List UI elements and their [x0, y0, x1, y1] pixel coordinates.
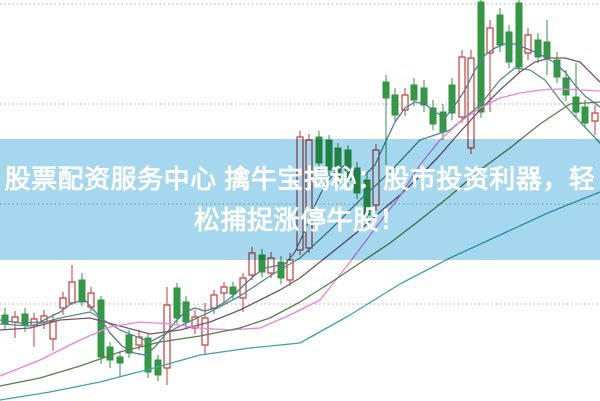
candle-down: [229, 286, 237, 295]
candle-down: [391, 94, 399, 116]
candle-up: [486, 27, 494, 54]
candle-down: [515, 2, 523, 68]
headline-band: [0, 139, 600, 260]
candle-up: [68, 281, 76, 304]
candle-down: [534, 39, 542, 58]
candle-up: [239, 277, 247, 299]
headline: 股票配资服务中心 擒牛宝揭秘：股市投资利器，轻 松捕捉涨停牛股！: [0, 139, 600, 260]
candle-down: [410, 84, 418, 101]
candle-down: [562, 77, 570, 96]
candle-up: [591, 112, 599, 122]
candle-down: [496, 14, 504, 46]
candle-down: [505, 31, 513, 63]
candle-up: [11, 316, 19, 323]
candle-up: [524, 34, 532, 54]
candle-up: [191, 316, 199, 329]
candle-down: [116, 356, 124, 364]
candle-down: [21, 313, 29, 326]
candle-up: [458, 56, 466, 118]
candle-down: [420, 87, 428, 106]
candle-down: [553, 59, 561, 78]
headline-line-2: 松捕捉涨停牛股！: [193, 204, 406, 235]
candle-down: [1, 314, 9, 325]
candle-up: [401, 94, 409, 111]
candle-up: [467, 57, 475, 149]
candle-down: [97, 299, 105, 358]
candle-up: [201, 317, 209, 346]
candle-up: [210, 294, 218, 309]
candle-down: [448, 84, 456, 114]
candle-up: [220, 286, 228, 294]
candle-down: [382, 81, 390, 99]
candle-down: [106, 346, 114, 361]
candle-up: [286, 259, 294, 281]
headline-line-1: 股票配资服务中心 擒牛宝揭秘：股市投资利器，轻: [4, 163, 596, 194]
candle-up: [59, 297, 67, 309]
candle-up: [49, 320, 57, 340]
candle-down: [173, 287, 181, 319]
candle-down: [572, 96, 580, 113]
candle-down: [429, 107, 437, 125]
candle-up: [163, 304, 171, 369]
candle-down: [543, 41, 551, 59]
candle-up: [267, 257, 275, 274]
candle-down: [78, 279, 86, 303]
candle-down: [581, 106, 589, 124]
candle-down: [125, 334, 133, 354]
